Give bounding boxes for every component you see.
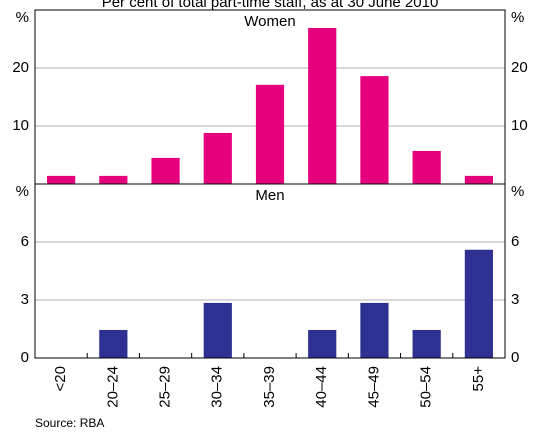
x-tick-label: 45–49 (365, 366, 382, 408)
bar (47, 175, 76, 184)
bar (464, 175, 493, 184)
bar (308, 27, 337, 185)
y-tick-label: 6 (21, 233, 29, 250)
x-tick-label: <20 (52, 366, 69, 391)
bar (360, 302, 389, 358)
bar (99, 329, 128, 358)
bar (203, 302, 232, 358)
bar (308, 329, 337, 358)
panel-title: Men (255, 187, 284, 204)
y-tick-label: 20 (12, 59, 29, 76)
y2-tick-label: 20 (511, 59, 528, 76)
y2-unit-label: % (511, 183, 524, 200)
y2-unit-label: % (511, 9, 524, 26)
y2-tick-label: 0 (511, 349, 519, 366)
panel-frame (34, 183, 506, 359)
bar (255, 84, 285, 184)
y-tick-label: 0 (21, 349, 29, 366)
chart-title: Per cent of total part-time staff, as at… (102, 0, 439, 11)
x-tick-label: 40–44 (313, 366, 330, 408)
bar (464, 249, 493, 358)
x-tick-label: 50–54 (418, 366, 435, 408)
bar (203, 132, 232, 184)
y2-tick-label: 6 (511, 233, 519, 250)
x-tick-label: 30–34 (209, 366, 226, 408)
panel-title: Women (244, 13, 295, 30)
y-unit-label: % (16, 183, 29, 200)
bar (412, 150, 441, 184)
y-tick-label: 3 (21, 291, 29, 308)
y-tick-label: 10 (12, 117, 29, 134)
source-note: Source: RBA (35, 416, 104, 430)
x-tick-label: 20–24 (104, 366, 121, 408)
bar (360, 76, 389, 184)
y2-tick-label: 3 (511, 291, 519, 308)
x-tick-label: 35–39 (261, 366, 278, 408)
bar (99, 175, 128, 184)
y2-tick-label: 10 (511, 117, 528, 134)
x-tick-label: 25–29 (157, 366, 174, 408)
bar (412, 329, 441, 358)
y-unit-label: % (16, 9, 29, 26)
x-tick-label: 55+ (470, 366, 487, 392)
bar (151, 157, 180, 184)
